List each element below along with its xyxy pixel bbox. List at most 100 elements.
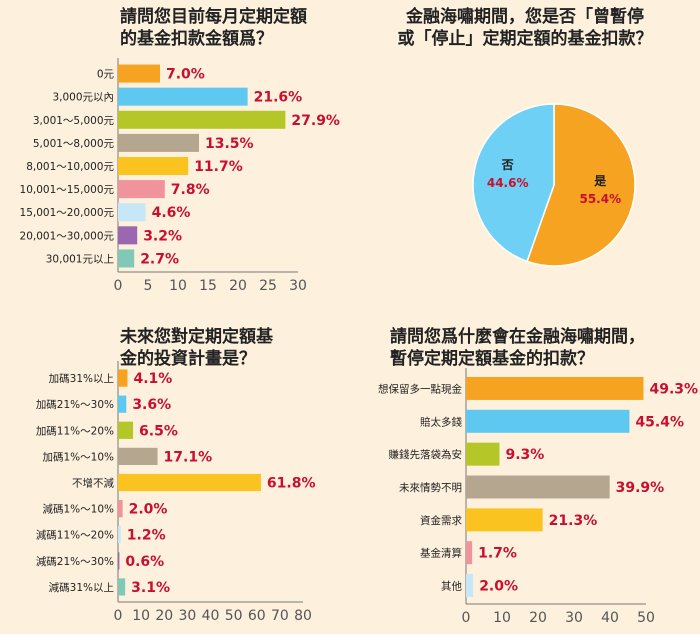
category-label: 8,001～10,000元 xyxy=(26,161,114,173)
value-label: 3.1% xyxy=(131,580,170,596)
x-tick-label: 0 xyxy=(462,610,471,626)
pie-slice-name: 否 xyxy=(501,158,514,172)
category-label: 減碼31%以上 xyxy=(49,581,114,594)
x-tick-label: 40 xyxy=(601,610,619,626)
value-label: 3.6% xyxy=(132,397,171,413)
pie-chart-pause: 是 55.4% 否 44.6% xyxy=(472,103,636,267)
category-label: 想保留多一點現金 xyxy=(378,382,462,395)
bar xyxy=(466,508,543,532)
x-tick-label: 30 xyxy=(565,610,583,626)
bar xyxy=(466,409,630,433)
bar-chart-future-plan: 加碼31%以上 4.1% 加碼21%～30% 3.6% 加碼11%～20% 6.5% 加碼1… xyxy=(36,361,316,624)
x-tick-label: 20 xyxy=(155,608,173,624)
bar xyxy=(118,110,286,129)
category-label: 加碼1%～10% xyxy=(43,451,115,463)
value-label: 1.2% xyxy=(127,528,166,544)
category-label: 賺錢先落袋為安 xyxy=(389,448,463,461)
bar xyxy=(118,226,138,245)
value-label: 4.1% xyxy=(133,371,172,387)
value-label: 2.0% xyxy=(129,502,168,518)
x-tick-label: 80 xyxy=(294,608,312,624)
chart-title-line: 未來您對定期定額基 xyxy=(120,327,273,347)
value-label: 27.9% xyxy=(291,113,340,129)
bar xyxy=(466,475,610,499)
category-label: 加碼31%以上 xyxy=(49,373,114,385)
category-label: 10,001～15,000元 xyxy=(20,184,115,196)
value-label: 21.6% xyxy=(254,90,303,106)
category-label: 賠太多錢 xyxy=(420,415,462,428)
category-label: 加碼21%～30% xyxy=(36,399,114,411)
category-label: 加碼11%～20% xyxy=(36,425,114,437)
bar xyxy=(118,552,120,570)
x-tick-label: 10 xyxy=(132,608,150,624)
chart-title-line: 金融海嘯期間，您是否「曾暫停 xyxy=(406,7,644,27)
x-tick-label: 20 xyxy=(229,278,247,294)
bar xyxy=(466,442,500,466)
value-label: 6.5% xyxy=(139,423,178,439)
bar xyxy=(118,395,127,413)
value-label: 7.8% xyxy=(171,182,210,198)
bar xyxy=(118,421,134,439)
bar xyxy=(466,376,644,400)
pie-slice-name: 是 xyxy=(593,174,607,188)
value-label: 45.4% xyxy=(635,414,684,430)
value-label: 9.3% xyxy=(505,447,544,463)
category-label: 30,001元以上 xyxy=(46,253,114,265)
category-label: 3,000元以內 xyxy=(52,92,114,104)
value-label: 61.8% xyxy=(267,476,316,492)
value-label: 17.1% xyxy=(164,449,213,465)
chart-pause-reasons: 請問您爲什麼會在金融海嘯期間， 暫停定期定額基金的扣款？ 想保留多一點現金 49.… xyxy=(350,320,700,634)
bar xyxy=(118,133,199,152)
bar xyxy=(118,526,121,544)
value-label: 11.7% xyxy=(194,159,243,175)
bar-chart-pause-reasons: 想保留多一點現金 49.3% 賠太多錢 45.4% 賺錢先落袋為安 9.3% 未來情勢不明 3… xyxy=(378,368,698,626)
bar xyxy=(118,156,189,176)
x-tick-label: 10 xyxy=(493,610,511,626)
x-tick-label: 5 xyxy=(144,278,153,294)
category-label: 資金需求 xyxy=(420,514,462,527)
chart-title-line: 金的投資計畫是？ xyxy=(120,349,256,369)
bar xyxy=(466,574,474,598)
bar xyxy=(118,249,135,268)
chart-future-plan: 未來您對定期定額基 金的投資計畫是？ 加碼31%以上 4.1% 加碼21%～30% 3… xyxy=(0,320,340,634)
x-tick-label: 15 xyxy=(199,278,217,294)
bar xyxy=(118,473,261,492)
bar xyxy=(118,499,123,518)
value-label: 1.7% xyxy=(478,546,517,562)
pie-slice xyxy=(472,103,555,263)
pie-slice-value: 55.4% xyxy=(579,192,621,206)
chart-title: 請問您爲什麼會在金融海嘯期間， 暫停定期定額基金的扣款？ xyxy=(390,326,645,370)
x-tick-label: 30 xyxy=(178,608,196,624)
bar xyxy=(118,180,165,199)
chart-title: 未來您對定期定額基 金的投資計畫是？ xyxy=(120,326,273,370)
value-label: 39.9% xyxy=(616,480,665,496)
bar xyxy=(118,578,126,596)
category-label: 基金清算 xyxy=(420,547,462,560)
chart-title: 請問您目前每月定期定額 的基金扣款金額爲？ xyxy=(120,6,307,50)
chart-title-line: 或「停止」定期定額的基金扣款？ xyxy=(397,29,653,49)
value-label: 49.3% xyxy=(649,381,698,397)
chart-monthly-amount: 請問您目前每月定期定額 的基金扣款金額爲？ 0元 7.0% 3,000元以內 21.6… xyxy=(0,0,340,300)
chart-title-line: 請問您目前每月定期定額 xyxy=(120,7,307,27)
x-tick-label: 0 xyxy=(114,608,123,624)
bar-chart-monthly-amount: 0元 7.0% 3,000元以內 21.6% 3,001～5,000元 27.9% 5,00… xyxy=(20,58,340,294)
bar xyxy=(118,203,146,222)
chart-title-line: 的基金扣款金額爲？ xyxy=(120,29,273,49)
category-label: 3,001～5,000元 xyxy=(33,115,115,127)
value-label: 13.5% xyxy=(205,136,254,152)
category-label: 其他 xyxy=(441,580,462,593)
value-label: 2.7% xyxy=(140,251,179,267)
value-label: 3.2% xyxy=(143,228,182,244)
category-label: 減碼1%～10% xyxy=(43,503,115,516)
category-label: 未來情勢不明 xyxy=(399,481,462,494)
bar xyxy=(118,447,158,466)
chart-pause-pie: 金融海嘯期間，您是否「曾暫停 或「停止」定期定額的基金扣款？ 是 55.4% 否 44… xyxy=(350,0,700,300)
category-label: 減碼11%～20% xyxy=(36,529,114,542)
bar xyxy=(118,87,248,106)
chart-title-line: 暫停定期定額基金的扣款？ xyxy=(390,349,594,369)
x-tick-label: 70 xyxy=(271,608,289,624)
category-label: 20,001～30,000元 xyxy=(20,230,115,242)
category-label: 5,001～8,000元 xyxy=(33,138,115,150)
value-label: 7.0% xyxy=(166,67,205,83)
category-label: 15,001～20,000元 xyxy=(20,207,115,219)
